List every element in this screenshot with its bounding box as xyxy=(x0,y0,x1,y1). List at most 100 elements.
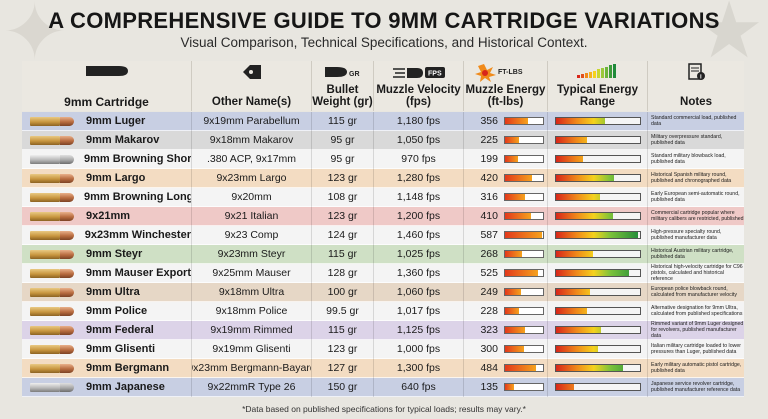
muzzle-velocity-cell: 1,148 fps xyxy=(374,187,464,207)
energy-range-cell xyxy=(548,263,648,283)
energy-value: 228 xyxy=(480,305,498,317)
cartridge-name: 9mm Mauser Export xyxy=(85,267,191,279)
muzzle-velocity-cell: 1,125 fps xyxy=(374,320,464,340)
energy-range-bar xyxy=(554,136,641,144)
table-row: 9mm Ultra 9x18mm Ultra 100 gr 1,060 fps … xyxy=(22,282,744,302)
energy-bar xyxy=(504,231,544,239)
background-star-right-icon: ★ xyxy=(694,0,764,76)
muzzle-energy-cell: 268 xyxy=(464,244,548,264)
svg-text:GR: GR xyxy=(349,71,360,78)
notes-cell: Standard military blowback load, publish… xyxy=(651,153,726,165)
velocity-icon: FPS xyxy=(374,63,463,81)
energy-bar xyxy=(504,383,544,391)
cartridge-image-icon xyxy=(30,230,75,240)
table-row: 9mm Luger 9x19mm Parabellum 115 gr 1,180… xyxy=(22,111,744,131)
other-names-cell: 9x23mm Steyr xyxy=(192,244,312,264)
cartridge-image-icon xyxy=(30,116,76,126)
bullet-weight-cell: 108 gr xyxy=(312,187,374,207)
notes-cell: High-pressure specialty round, published… xyxy=(651,229,722,241)
header-range: Typical Energy Range xyxy=(548,61,648,111)
other-names-cell: 9x23mm Largo xyxy=(192,168,312,188)
muzzle-velocity-cell: 1,060 fps xyxy=(374,282,464,302)
energy-range-bar xyxy=(554,231,641,239)
muzzle-energy-cell: 587 xyxy=(464,225,548,245)
cartridge-image-icon xyxy=(30,211,76,221)
cartridge-cell: 9mm Federal xyxy=(22,320,192,340)
other-names-cell: 9x22mmR Type 26 xyxy=(192,377,312,397)
energy-range-bar xyxy=(554,117,641,125)
cartridge-name: 9mm Luger xyxy=(86,115,146,127)
cartridge-image-icon xyxy=(30,382,76,392)
energy-range-cell xyxy=(548,339,648,359)
cartridge-cell: 9mm Bergmann xyxy=(22,358,192,378)
bullet-weight-cell: 100 gr xyxy=(312,282,374,302)
cartridge-name: 9x23mm Winchester xyxy=(84,229,191,241)
energy-value: 268 xyxy=(480,248,498,260)
other-names-cell: .380 ACP, 9x17mm xyxy=(192,149,312,169)
notes-cell: Early European semi-automatic round, pub… xyxy=(651,191,740,203)
cartridge-name: 9mm Glisenti xyxy=(86,343,156,355)
muzzle-velocity-cell: 1,180 fps xyxy=(374,111,464,131)
header-notes: i Notes xyxy=(648,61,744,111)
energy-range-bar xyxy=(554,345,641,353)
cartridge-cell: 9x23mm Winchester xyxy=(22,225,192,245)
cartridge-cell: 9mm Luger xyxy=(22,111,192,131)
muzzle-energy-cell: 356 xyxy=(464,111,548,131)
energy-range-cell xyxy=(548,282,648,302)
energy-range-cell xyxy=(548,377,648,397)
energy-bar xyxy=(504,155,544,163)
cartridge-cell: 9mm Mauser Export xyxy=(22,263,192,283)
energy-value: 356 xyxy=(480,115,498,127)
energy-range-bar xyxy=(554,326,641,334)
table-row: 9mm Japanese 9x22mmR Type 26 150 gr 640 … xyxy=(22,377,744,397)
cartridge-name: 9mm Bergmann xyxy=(86,362,170,374)
cartridge-name: 9mm Federal xyxy=(86,324,154,336)
notes-cell: Historical Spanish military round, publi… xyxy=(651,172,732,184)
muzzle-energy-cell: 228 xyxy=(464,301,548,321)
energy-range-cell xyxy=(548,225,648,245)
bullet-weight-cell: 115 gr xyxy=(312,320,374,340)
cartridge-image-icon xyxy=(30,268,76,278)
energy-value: 225 xyxy=(480,134,498,146)
other-names-cell: 9x23 Comp xyxy=(192,225,312,245)
table-row: 9mm Browning Short .380 ACP, 9x17mm 95 g… xyxy=(22,149,744,169)
notes-cell: Standard commercial load, published data xyxy=(651,115,737,127)
other-names-cell: 9x19mm Parabellum xyxy=(192,111,312,131)
background-star-left-icon: ✦ xyxy=(2,0,68,78)
notes-cell: European police blowback round, calculat… xyxy=(651,286,737,298)
energy-range-cell xyxy=(548,320,648,340)
signal-bars-icon xyxy=(548,63,647,81)
bullet-weight-cell: 99.5 gr xyxy=(312,301,374,321)
energy-bar xyxy=(504,307,544,315)
muzzle-energy-cell: 249 xyxy=(464,282,548,302)
svg-text:FT-LBS: FT-LBS xyxy=(498,69,523,76)
muzzle-velocity-cell: 640 fps xyxy=(374,377,464,397)
cartridge-name: 9mm Browning Short xyxy=(84,153,192,165)
cartridge-cell: 9mm Largo xyxy=(22,168,192,188)
table-row: 9mm Police 9x18mm Police 99.5 gr 1,017 f… xyxy=(22,301,744,321)
energy-bar xyxy=(504,364,544,372)
bullet-weight-cell: 124 gr xyxy=(312,225,374,245)
other-names-cell: 9x18mm Makarov xyxy=(192,130,312,150)
header: A COMPREHENSIVE GUIDE TO 9MM CARTRIDGE V… xyxy=(0,0,768,50)
table-row: 9mm Mauser Export 9x25mm Mauser 128 gr 1… xyxy=(22,263,744,283)
cartridge-name: 9mm Police xyxy=(86,305,148,317)
energy-value: 135 xyxy=(480,381,498,393)
muzzle-velocity-cell: 970 fps xyxy=(374,149,464,169)
muzzle-velocity-cell: 1,460 fps xyxy=(374,225,464,245)
energy-range-bar xyxy=(554,174,641,182)
energy-value: 587 xyxy=(480,229,498,241)
energy-range-bar xyxy=(554,269,641,277)
muzzle-velocity-cell: 1,000 fps xyxy=(374,339,464,359)
muzzle-energy-cell: 316 xyxy=(464,187,548,207)
cartridge-name: 9mm Makarov xyxy=(86,134,160,146)
bullet-weight-icon: GR xyxy=(312,63,373,81)
cartridge-name: 9mm Steyr xyxy=(86,248,143,260)
energy-value: 323 xyxy=(480,324,498,336)
header-other-names: Other Name(s) xyxy=(192,61,312,111)
muzzle-velocity-cell: 1,280 fps xyxy=(374,168,464,188)
cartridge-image-icon xyxy=(30,363,76,373)
bullet-weight-cell: 123 gr xyxy=(312,206,374,226)
cartridge-cell: 9mm Glisenti xyxy=(22,339,192,359)
muzzle-energy-cell: 420 xyxy=(464,168,548,188)
